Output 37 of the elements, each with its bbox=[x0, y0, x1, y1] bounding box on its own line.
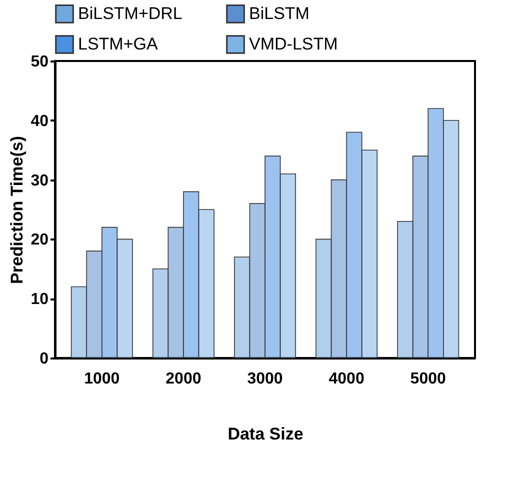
bar bbox=[397, 220, 414, 358]
bar bbox=[86, 250, 102, 358]
legend-label: BiLSTM bbox=[249, 4, 310, 23]
bar bbox=[198, 209, 214, 358]
bar bbox=[249, 203, 266, 358]
bar bbox=[168, 226, 184, 358]
legend-label: BiLSTM+DRL bbox=[78, 4, 182, 23]
bar bbox=[316, 238, 332, 358]
x-tick-label: 4000 bbox=[328, 370, 364, 388]
bar bbox=[152, 268, 169, 358]
y-tick-label: 10 bbox=[30, 291, 49, 308]
bar bbox=[346, 132, 362, 358]
bar bbox=[330, 179, 347, 358]
x-tick-label: 3000 bbox=[247, 370, 283, 388]
bar bbox=[280, 173, 296, 358]
legend-label: VMD-LSTM bbox=[249, 34, 338, 54]
bar bbox=[234, 256, 250, 358]
bar bbox=[412, 156, 429, 358]
bar bbox=[264, 156, 281, 358]
x-tick-label: 2000 bbox=[166, 370, 202, 388]
x-axis-title: Data Size bbox=[228, 424, 304, 444]
y-tick-label: 0 bbox=[40, 350, 49, 368]
bar bbox=[70, 286, 87, 358]
bar bbox=[116, 238, 133, 358]
y-tick-label: 30 bbox=[30, 172, 49, 190]
y-axis-title: Prediction Time(s) bbox=[8, 136, 27, 284]
bar bbox=[428, 108, 444, 358]
x-tick-label: 1000 bbox=[84, 370, 120, 388]
bar bbox=[183, 191, 200, 358]
bar bbox=[361, 150, 378, 358]
y-tick-label: 20 bbox=[30, 232, 49, 249]
x-tick-label: 5000 bbox=[410, 370, 446, 388]
legend-label: LSTM+GA bbox=[78, 34, 158, 54]
bar bbox=[443, 120, 460, 358]
bar bbox=[101, 226, 118, 358]
y-tick-label: 40 bbox=[30, 112, 49, 130]
y-tick-label: 50 bbox=[30, 54, 49, 70]
